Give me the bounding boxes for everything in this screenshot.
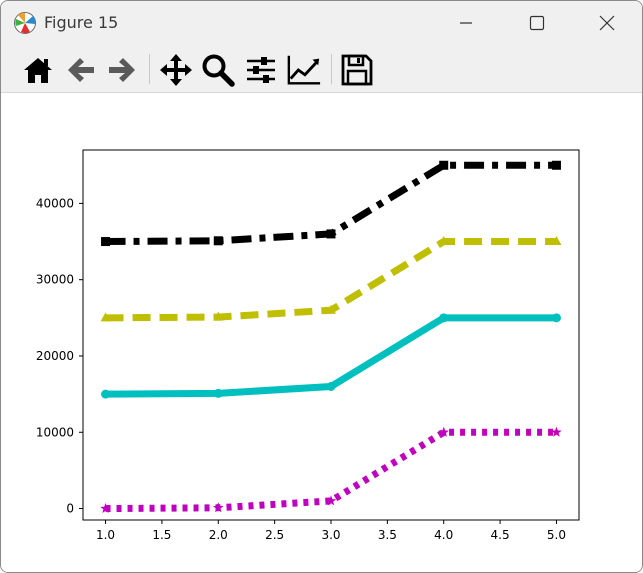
line-chart-icon [287,55,321,85]
arrow-left-icon [68,58,94,82]
series-dotted-line [100,426,562,514]
data-point-square [439,160,449,170]
axes-frame [82,149,580,521]
data-point-circle [439,313,449,323]
data-point-star [325,495,337,506]
arrow-right-icon [109,58,135,82]
x-axis: 1.0 1.5 2.0 2.5 3.0 3.5 4.0 4.5 5.0 [96,520,566,542]
series-solid-line [101,313,561,399]
data-point-star [438,426,449,437]
data-point-triangle [326,304,336,314]
maximize-button[interactable] [502,1,572,45]
data-point-triangle [100,312,111,322]
data-point-square [326,229,336,239]
y-tick-label: 0 [66,502,74,516]
floppy-disk-icon [341,54,373,86]
x-tick-label: 1.5 [152,528,171,542]
close-button[interactable] [572,1,642,45]
data-point-triangle [438,236,449,246]
configure-subplots-button[interactable] [243,53,279,87]
toolbar-separator [149,54,150,84]
series-layer [100,160,562,514]
x-tick-label: 4.5 [491,528,510,542]
minimize-icon [460,22,472,24]
data-point-star [551,426,562,437]
series-dashed-line [100,236,562,322]
minimize-button[interactable] [431,1,501,45]
data-point-square [551,160,561,170]
x-tick-label: 4.0 [434,528,453,542]
x-tick-label: 3.5 [378,528,397,542]
data-point-star [213,502,224,513]
series-dashdot-line [101,160,561,247]
window-title: Figure 15 [44,13,119,32]
figure-canvas[interactable]: 1.0 1.5 2.0 2.5 3.0 3.5 4.0 4.5 5.0 0 10000 20000 3… [1,93,642,572]
data-point-circle [101,389,111,399]
toolbar-separator [331,54,332,84]
back-button[interactable] [63,53,99,87]
edit-axis-button[interactable] [286,53,322,87]
x-tick-label: 3.0 [321,528,340,542]
data-point-star [100,503,111,514]
data-point-circle [551,313,561,323]
save-button[interactable] [339,53,375,87]
y-tick-label: 30000 [36,273,74,287]
zoom-button[interactable] [200,53,236,87]
pan-button[interactable] [158,53,194,87]
data-point-square [101,237,111,247]
x-tick-label: 2.0 [209,528,228,542]
move-icon [160,54,192,86]
title-bar[interactable]: Figure 15 [1,1,642,45]
home-button[interactable] [20,53,56,87]
forward-button[interactable] [104,53,140,87]
x-tick-label: 5.0 [547,528,566,542]
line-chart: 1.0 1.5 2.0 2.5 3.0 3.5 4.0 4.5 5.0 0 10000 20000 3… [36,149,580,542]
y-tick-label: 20000 [36,349,74,363]
sliders-icon [247,57,275,83]
y-axis: 0 10000 20000 30000 40000 [36,196,83,516]
y-tick-label: 40000 [36,196,74,210]
y-tick-label: 10000 [36,425,74,439]
x-tick-label: 2.5 [265,528,284,542]
data-point-circle [326,381,336,391]
close-icon [599,15,615,31]
home-icon [24,58,52,83]
data-point-square [213,236,223,246]
data-point-triangle [551,236,562,246]
navigation-toolbar [1,45,642,93]
data-point-triangle [213,311,224,321]
x-tick-label: 1.0 [96,528,115,542]
matplotlib-logo-icon [13,11,37,35]
maximize-icon [529,15,545,31]
data-point-circle [213,388,223,398]
magnifier-icon [202,54,235,87]
